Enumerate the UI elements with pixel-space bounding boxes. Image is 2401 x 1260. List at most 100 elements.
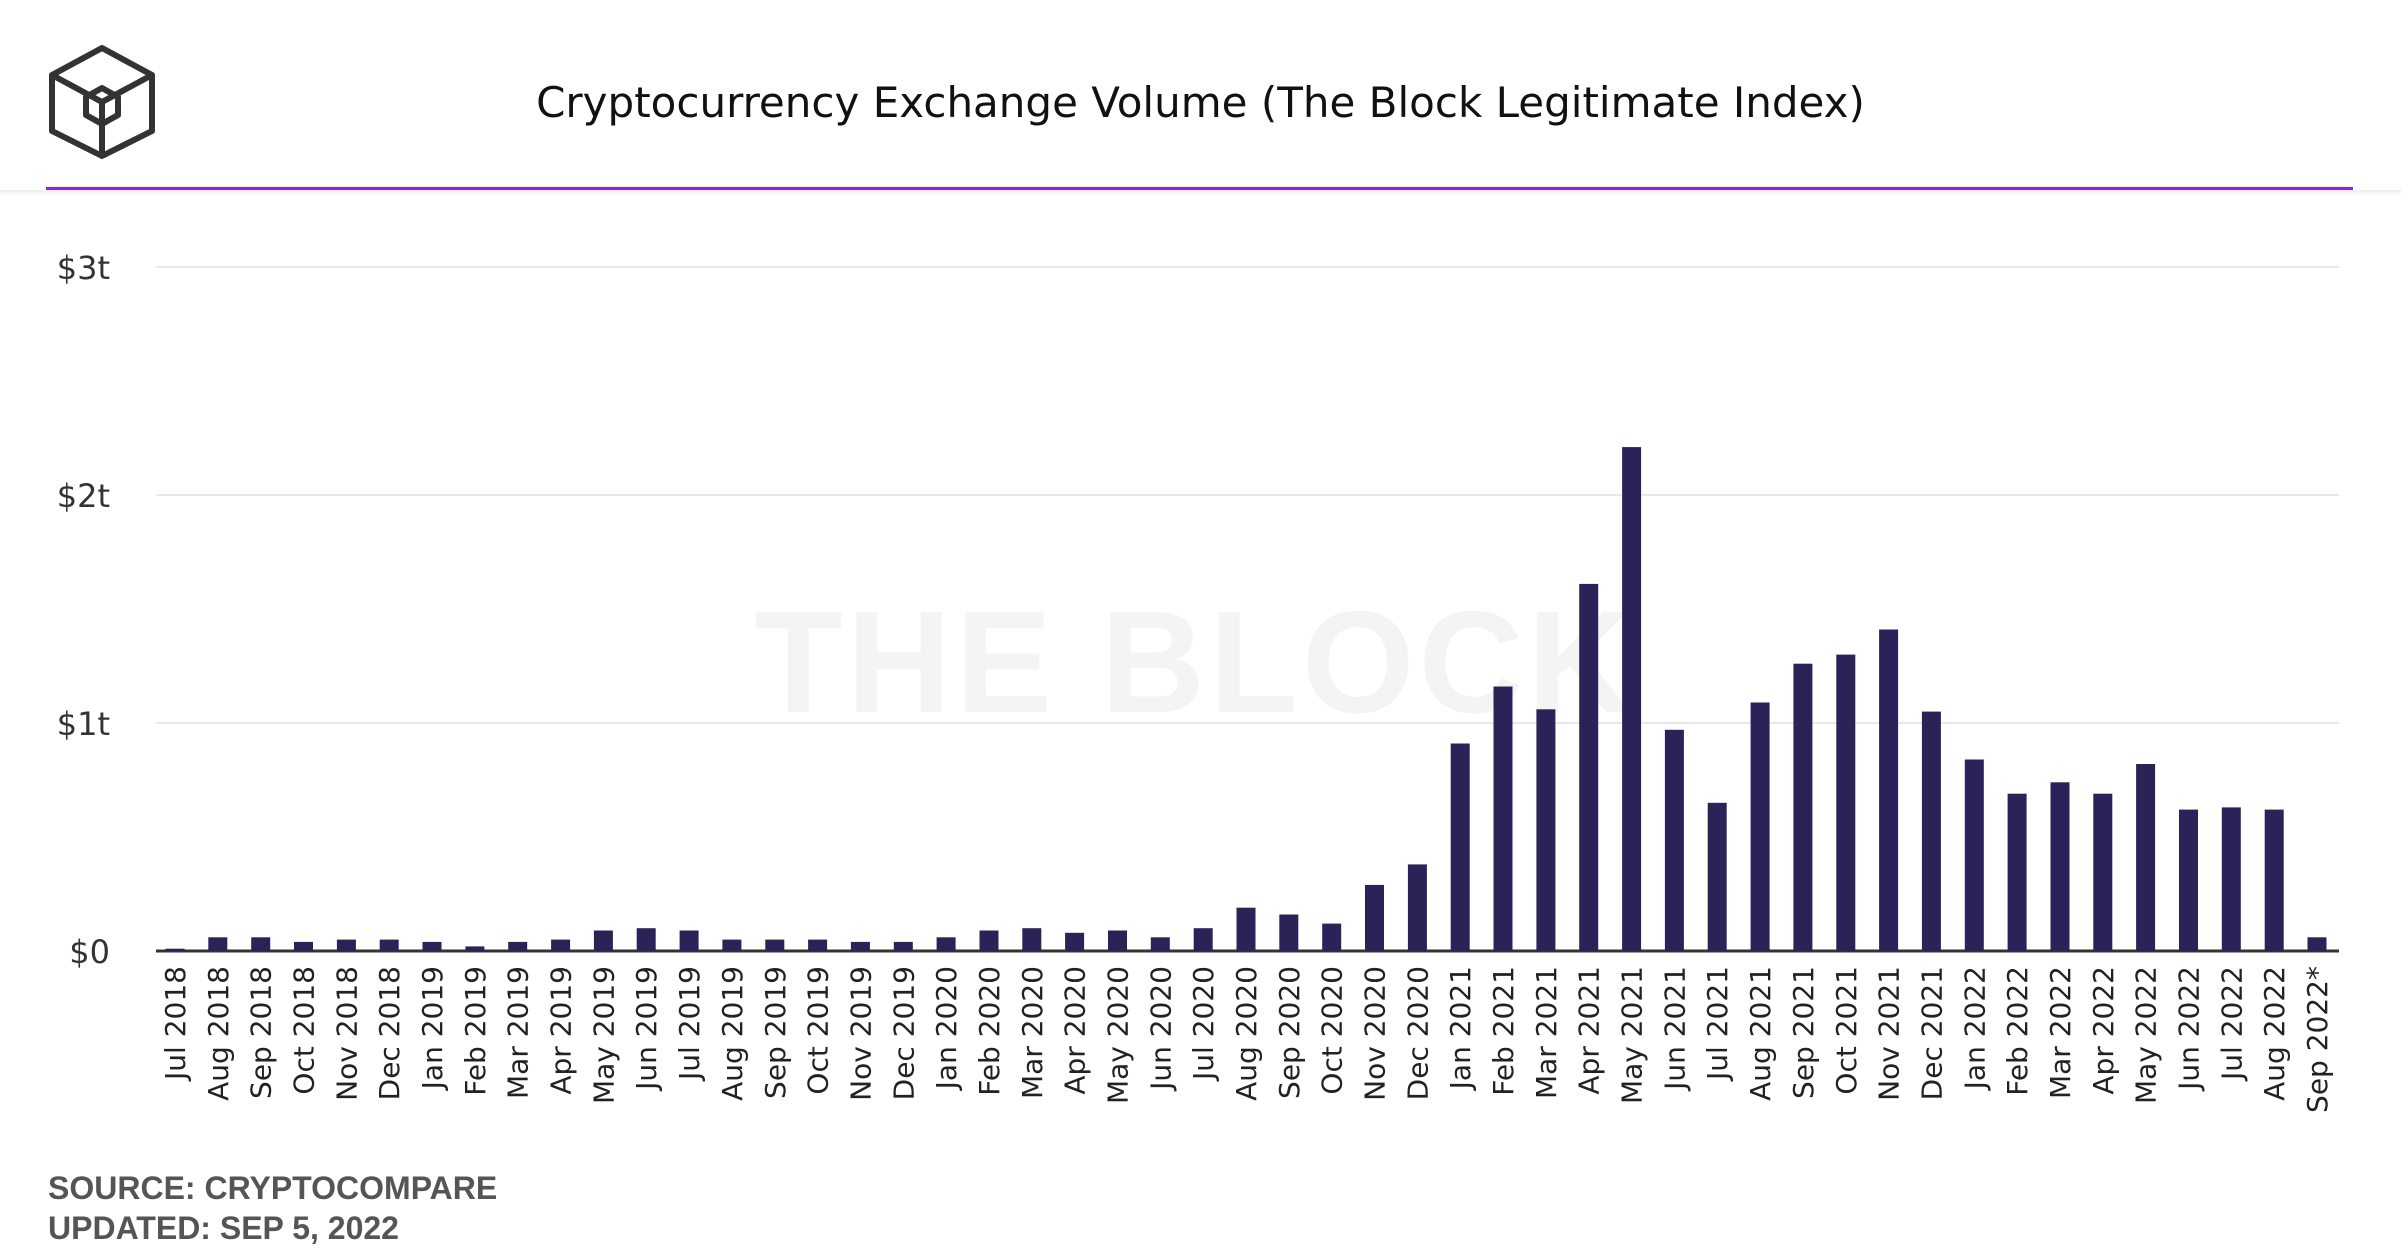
x-tick-label: Nov 2020 xyxy=(1359,966,1392,1101)
x-tick-label: May 2019 xyxy=(587,966,620,1104)
x-tick-label: Jun 2020 xyxy=(1144,966,1177,1092)
bar xyxy=(1236,907,1256,951)
bar xyxy=(2221,807,2241,951)
source-note: SOURCE: CRYPTOCOMPARE xyxy=(48,1170,498,1206)
bar xyxy=(1622,447,1642,951)
x-tick-label: Jan 2022 xyxy=(1958,966,1991,1091)
bar xyxy=(165,948,185,951)
bar xyxy=(679,930,699,951)
x-tick-label: Feb 2020 xyxy=(973,966,1006,1096)
bar xyxy=(336,939,356,951)
x-tick-label: Sep 2019 xyxy=(759,966,792,1099)
x-tick-label: Aug 2022 xyxy=(2258,966,2291,1101)
x-tick-label: Jan 2019 xyxy=(416,966,449,1091)
watermark: THE BLOCK xyxy=(754,581,1636,743)
y-tick-label: $2t xyxy=(57,477,110,515)
x-tick-label: Oct 2019 xyxy=(802,966,835,1095)
x-tick-label: Aug 2019 xyxy=(716,966,749,1101)
x-tick-label: Jan 2020 xyxy=(930,966,963,1091)
x-tick-label: Oct 2021 xyxy=(1830,966,1863,1095)
y-tick-label: $3t xyxy=(57,249,110,287)
bar xyxy=(1836,654,1856,951)
x-tick-label: Dec 2021 xyxy=(1915,966,1948,1100)
bar xyxy=(1493,686,1513,951)
bar xyxy=(636,928,656,951)
x-tick-label: May 2022 xyxy=(2130,966,2163,1104)
x-tick-label: Feb 2019 xyxy=(459,966,492,1096)
bar xyxy=(1108,930,1127,951)
chart-title: Cryptocurrency Exchange Volume (The Bloc… xyxy=(536,78,1865,127)
x-tick-label: Jul 2022 xyxy=(2215,966,2248,1082)
bar xyxy=(551,939,571,951)
x-tick-label: Apr 2021 xyxy=(1573,966,1606,1095)
bar xyxy=(379,939,399,951)
bar xyxy=(422,941,442,951)
x-tick-label: Jun 2019 xyxy=(630,966,663,1092)
x-tick-label: Mar 2021 xyxy=(1530,966,1563,1099)
x-tick-label: Feb 2021 xyxy=(1487,966,1520,1096)
bar xyxy=(2093,793,2113,951)
bar xyxy=(465,946,485,951)
x-tick-label: Jan 2021 xyxy=(1444,966,1477,1091)
x-tick-label: Sep 2018 xyxy=(245,966,278,1099)
x-tick-label: Jun 2022 xyxy=(2172,966,2205,1092)
x-tick-label: Dec 2019 xyxy=(887,966,920,1100)
x-tick-label: Apr 2019 xyxy=(545,966,578,1095)
y-tick-label: $0 xyxy=(69,933,110,971)
x-tick-label: May 2020 xyxy=(1101,966,1134,1104)
x-tick-label: Jul 2019 xyxy=(673,966,706,1082)
x-tick-label: Mar 2022 xyxy=(2044,966,2077,1099)
bar xyxy=(1450,743,1470,951)
x-tick-label: Sep 2020 xyxy=(1273,966,1306,1099)
bar xyxy=(1279,914,1299,951)
bar xyxy=(508,941,528,951)
bar xyxy=(251,937,271,951)
x-tick-label: Apr 2020 xyxy=(1059,966,1092,1095)
bar xyxy=(1150,937,1170,951)
x-tick-label: Aug 2018 xyxy=(202,966,235,1101)
the-block-cube-logo-icon xyxy=(49,45,155,159)
x-tick-label: Nov 2021 xyxy=(1873,966,1906,1101)
bar xyxy=(1579,583,1599,951)
bar xyxy=(1879,629,1899,951)
x-tick-label: Sep 2021 xyxy=(1787,966,1820,1099)
x-tick-label: Oct 2018 xyxy=(288,966,321,1095)
bar xyxy=(208,937,228,951)
header-divider xyxy=(46,187,2353,190)
bar xyxy=(936,937,956,951)
bar xyxy=(1921,711,1941,951)
bar xyxy=(1022,928,1042,951)
header-shadow xyxy=(0,190,2401,196)
y-tick-label: $1t xyxy=(57,705,110,743)
updated-note: UPDATED: SEP 5, 2022 xyxy=(48,1210,399,1246)
x-tick-label: Feb 2022 xyxy=(2001,966,2034,1096)
bar xyxy=(1750,702,1770,951)
x-tick-label: Sep 2022* xyxy=(2301,966,2334,1113)
bar xyxy=(2050,782,2070,951)
bar xyxy=(1664,729,1684,951)
x-tick-label: Mar 2020 xyxy=(1016,966,1049,1099)
x-tick-label: Apr 2022 xyxy=(2087,966,2120,1095)
bar xyxy=(1365,884,1384,951)
bar xyxy=(593,930,613,951)
bar xyxy=(1536,709,1556,951)
x-tick-label: Oct 2020 xyxy=(1316,966,1349,1095)
bar xyxy=(1322,923,1342,951)
bar xyxy=(1707,802,1727,951)
x-tick-label: Mar 2019 xyxy=(502,966,535,1099)
x-tick-label: May 2021 xyxy=(1616,966,1649,1104)
bar xyxy=(979,930,999,951)
x-tick-label: Aug 2021 xyxy=(1744,966,1777,1101)
bar xyxy=(2307,937,2327,951)
x-tick-label: Jul 2021 xyxy=(1701,966,1734,1082)
bar xyxy=(2264,809,2284,951)
x-tick-label: Jun 2021 xyxy=(1658,966,1691,1092)
x-tick-label: Jul 2020 xyxy=(1187,966,1220,1082)
bar xyxy=(294,941,313,951)
bar xyxy=(808,939,828,951)
bar xyxy=(1193,928,1213,951)
bar xyxy=(765,939,785,951)
bar xyxy=(1407,864,1427,951)
bar xyxy=(893,941,913,951)
